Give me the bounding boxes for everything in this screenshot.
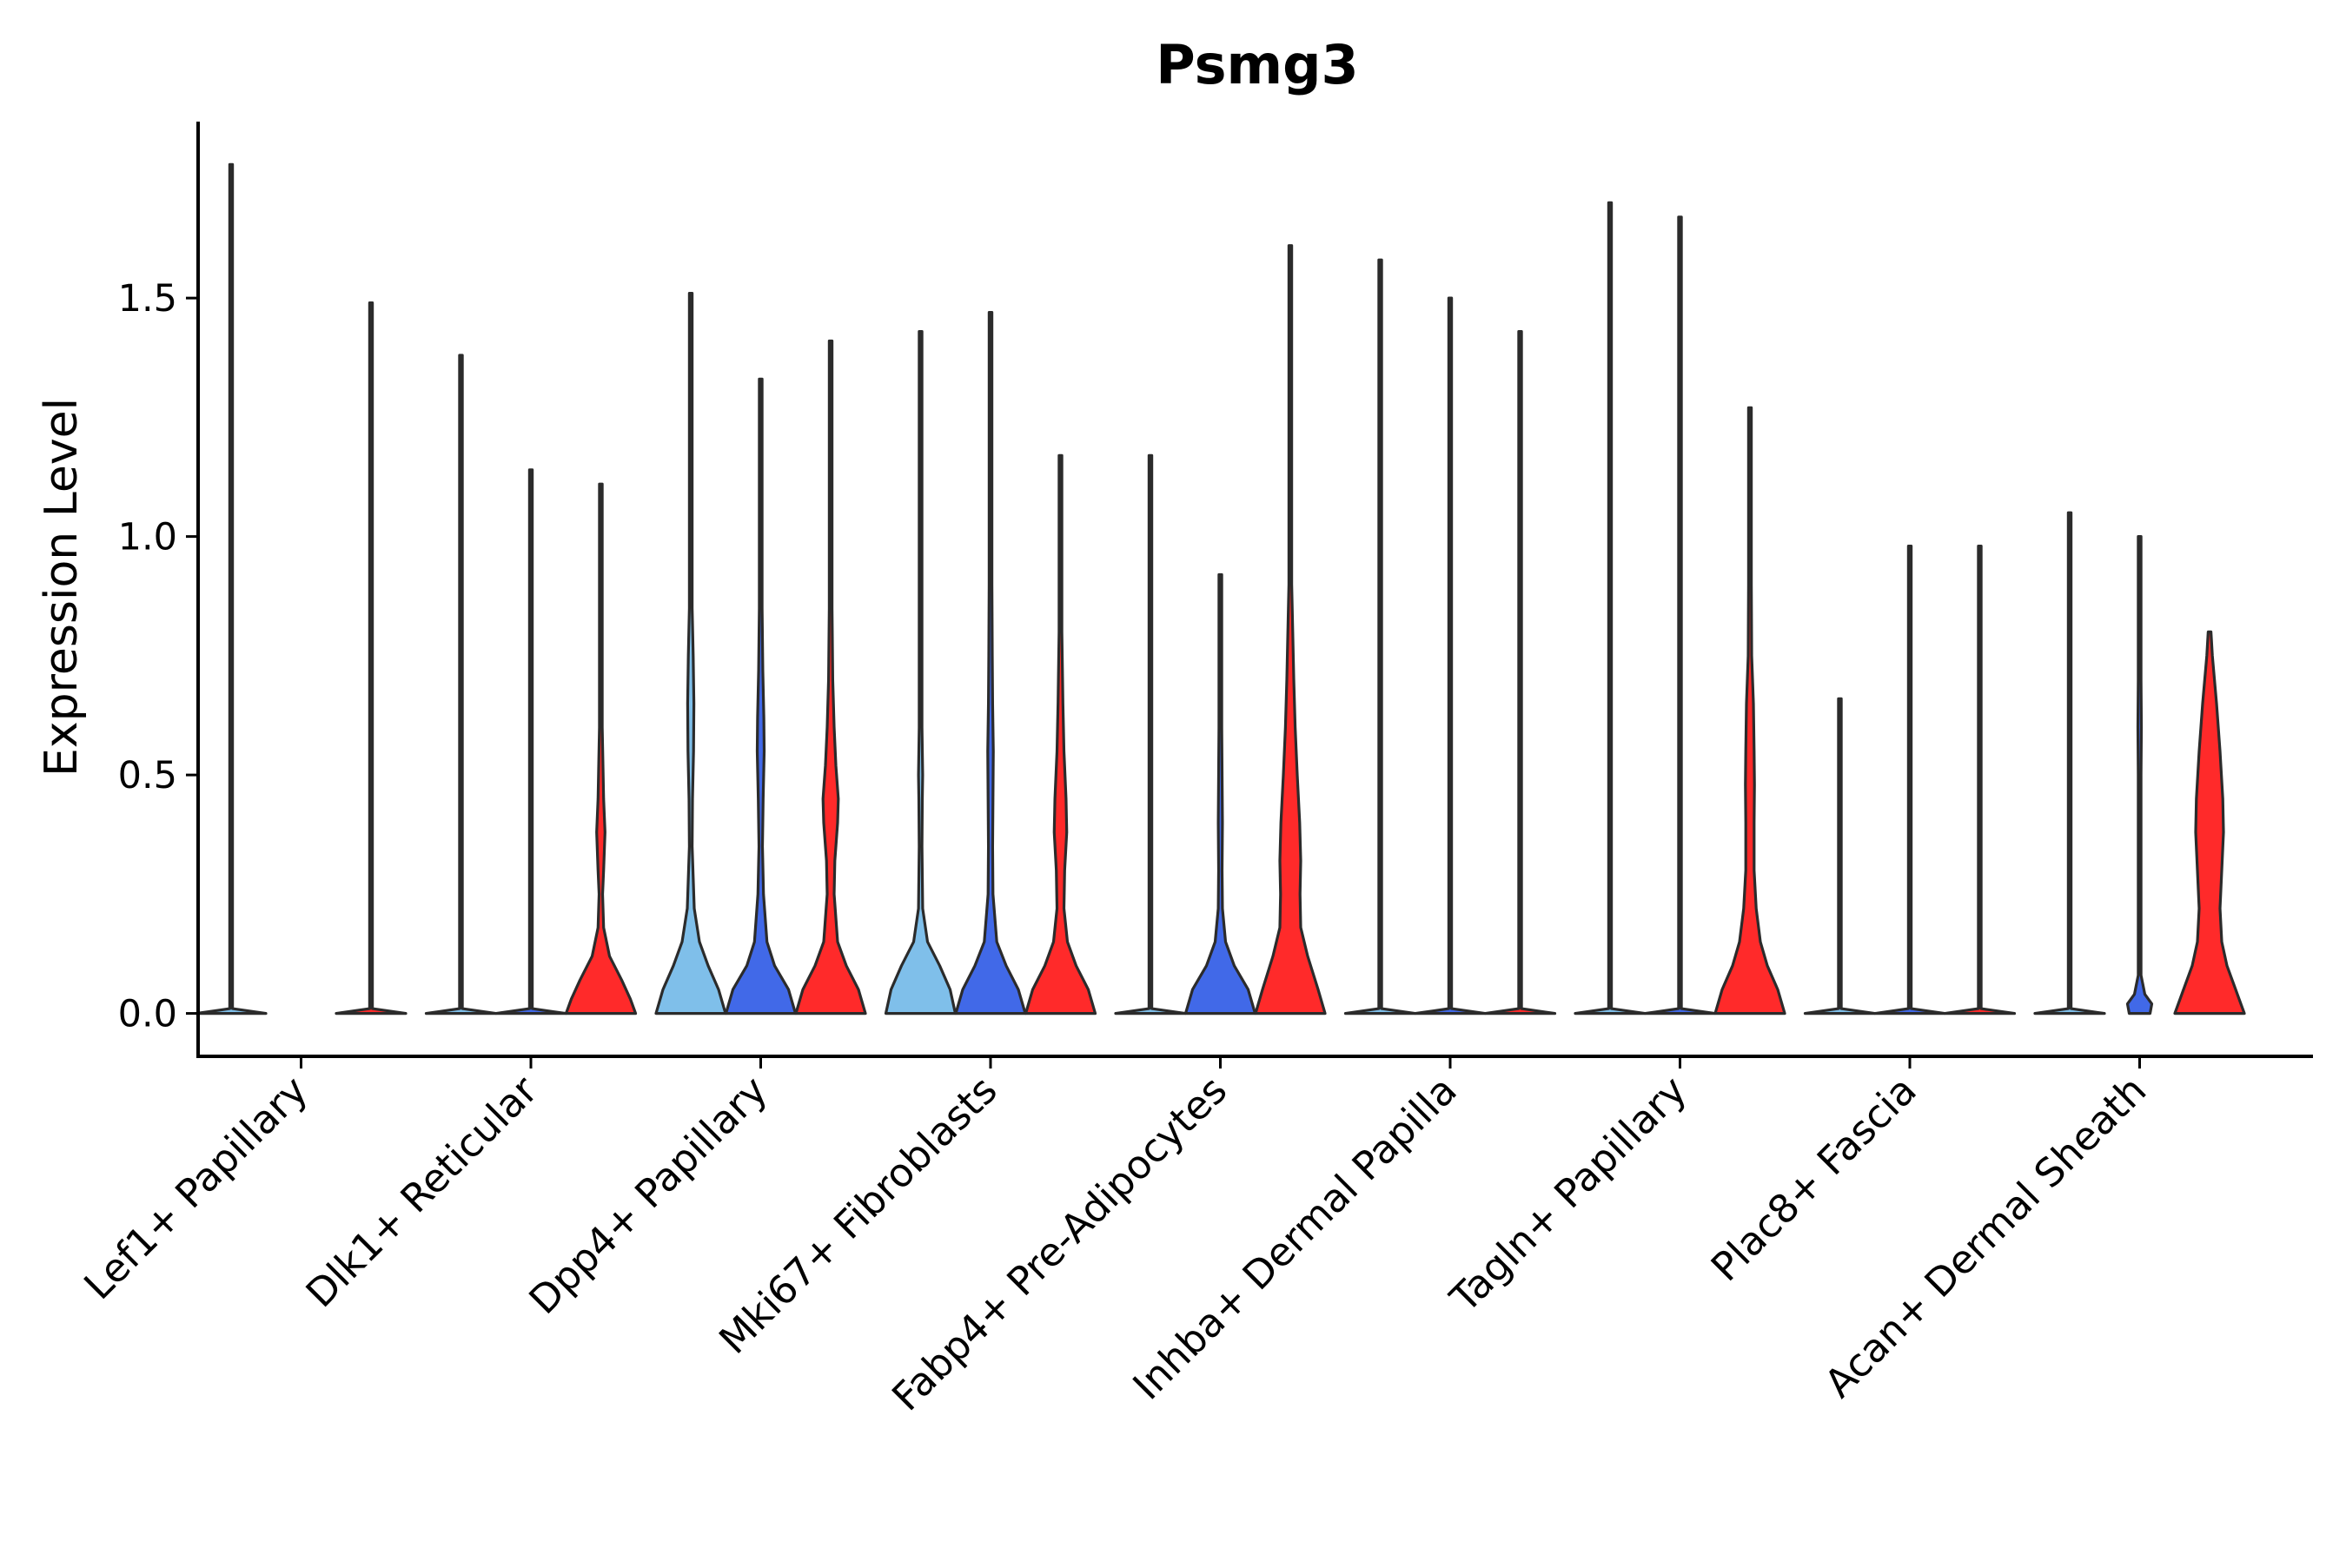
violin-fabp4-pre-adipocytes-s2 [1254,244,1327,1016]
violin-plac8-fascia-s0 [1803,697,1877,1016]
violin-dlk1-reticular-s0 [424,354,498,1016]
y-tick-label: 1.0 [118,516,177,559]
violin-plac8-fascia-s1 [1873,545,1946,1016]
violin-dlk1-reticular-s1 [494,468,567,1016]
violin-plac8-fascia-s2 [1943,545,2017,1016]
violin-mki67-fibroblasts-s1 [954,311,1027,1016]
violin-inhba-dermal-papilla-s0 [1343,258,1417,1016]
violin-tagln-papillary-s0 [1574,201,1647,1016]
violin-dpp4-papillary-s2 [794,339,867,1016]
y-axis-label: Expression Level [36,398,88,777]
y-ticks: 0.0 0.5 1.0 1.5 [118,277,198,1036]
violin-inhba-dermal-papilla-s2 [1483,330,1557,1016]
violin-lef1-papillary-s0 [195,162,268,1016]
violin-mki67-fibroblasts-s0 [884,330,958,1016]
violin-inhba-dermal-papilla-s1 [1414,296,1487,1016]
y-tick-label: 0.0 [118,993,177,1036]
violin-tagln-papillary-s2 [1713,406,1786,1016]
violin-dpp4-papillary-s0 [654,292,727,1016]
violin-dlk1-reticular-s2 [564,482,638,1016]
axes-layer [196,122,2313,1058]
violin-acan-dermal-sheath-s2 [2173,630,2246,1016]
violin-mki67-fibroblasts-s2 [1024,453,1097,1016]
chart-title: Psmg3 [1156,33,1358,96]
violin-fabp4-pre-adipocytes-s0 [1114,453,1187,1016]
violins-layer [195,162,2246,1016]
violin-acan-dermal-sheath-s1 [2125,535,2154,1016]
violin-fabp4-pre-adipocytes-s1 [1183,572,1257,1016]
violin-dpp4-papillary-s1 [724,377,798,1016]
y-tick-label: 0.5 [118,754,177,797]
y-tick-label: 1.5 [118,277,177,321]
violin-lef1-papillary-s2 [335,301,408,1016]
violin-acan-dermal-sheath-s0 [2033,511,2106,1016]
violin-tagln-papillary-s1 [1643,215,1717,1016]
